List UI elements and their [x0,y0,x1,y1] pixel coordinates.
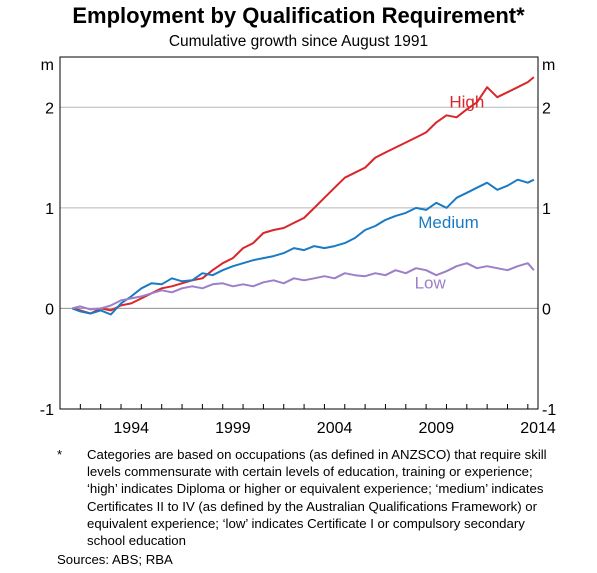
y-tick-label-left: 2 [45,100,54,117]
series-label-high: High [449,92,484,111]
footnote-text: Categories are based on occupations (as … [87,446,557,549]
x-tick-label: 2014 [520,420,556,437]
y-unit-left: m [41,57,54,74]
y-tick-label-left: 0 [45,301,54,318]
x-tick-label: 2009 [419,420,455,437]
sources-note: Sources: ABS; RBA [57,552,173,567]
series-line-high [72,77,534,313]
y-unit-right: m [542,57,555,74]
series-label-medium: Medium [418,213,478,232]
x-tick-label: 1999 [215,420,251,437]
y-tick-label-left: -1 [40,402,54,419]
x-tick-label: 2004 [317,420,353,437]
y-tick-label-right: 1 [542,201,551,218]
y-tick-label-right: 2 [542,100,551,117]
series-line-medium [72,180,534,315]
series-label-low: Low [415,273,447,292]
series-line-low [72,263,534,309]
footnote-marker: * [57,447,62,462]
y-tick-label-right: -1 [542,402,556,419]
x-tick-label: 1994 [113,420,149,437]
y-tick-label-right: 0 [542,301,551,318]
line-chart: -1 -1 0 0 1 1 2 2 m m 1994 1999 2004 2009 2014 High Medi… [0,0,597,445]
y-tick-label-left: 1 [45,201,54,218]
